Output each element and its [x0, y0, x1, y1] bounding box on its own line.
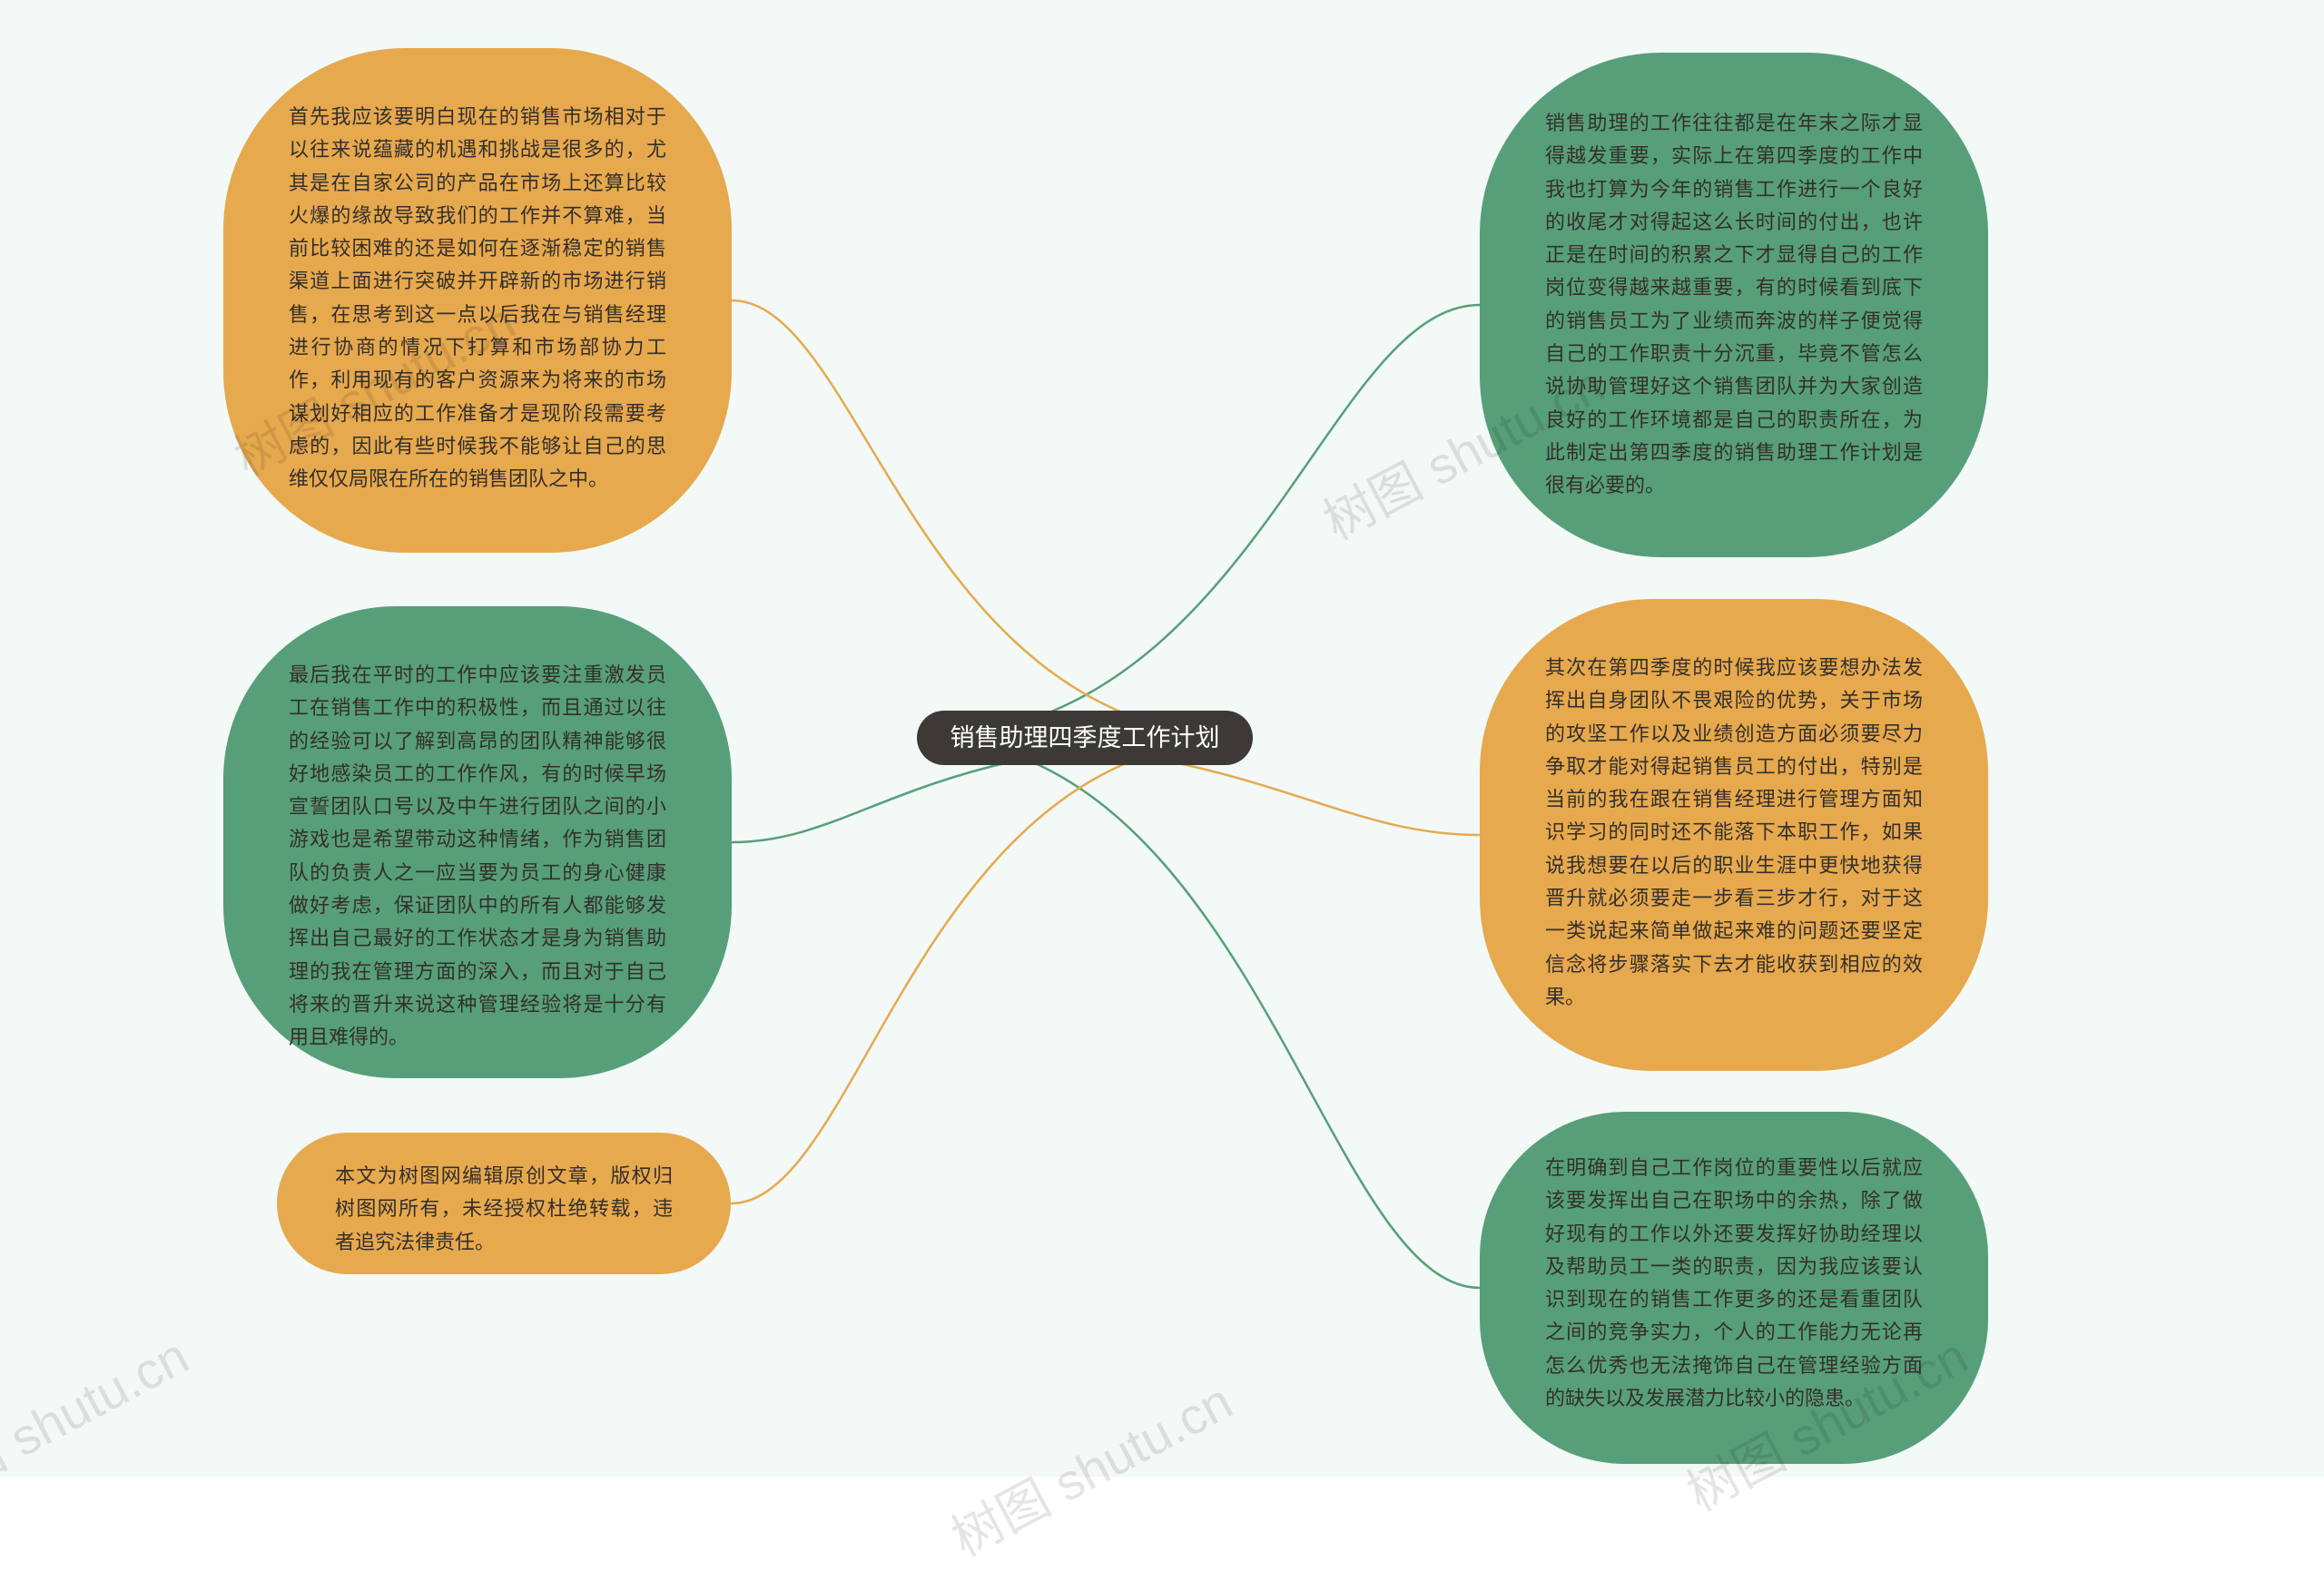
edge — [917, 738, 1480, 1288]
branch-node-right2[interactable]: 其次在第四季度的时候我应该要想办法发挥出自身团队不畏艰险的优势，关于市场的攻坚工… — [1480, 599, 1988, 1071]
branch-node-left3[interactable]: 本文为树图网编辑原创文章，版权归树图网所有，未经授权杜绝转载，违者追究法律责任。 — [277, 1133, 731, 1274]
edge — [732, 300, 1253, 738]
branch-node-right3[interactable]: 在明确到自己工作岗位的重要性以后就应该要发挥出自己在职场中的余热，除了做好现有的… — [1480, 1112, 1988, 1464]
watermark: 树图 shutu.cn — [0, 1316, 200, 1526]
edge — [917, 305, 1480, 738]
branch-node-right1[interactable]: 销售助理的工作往往都是在年末之际才显得越发重要，实际上在第四季度的工作中我也打算… — [1480, 53, 1988, 557]
branch-node-left1[interactable]: 首先我应该要明白现在的销售市场相对于以往来说蕴藏的机遇和挑战是很多的，尤其是在自… — [223, 48, 732, 553]
edge — [731, 738, 1253, 1203]
mindmap-canvas: 销售助理四季度工作计划 销售助理的工作往往都是在年末之际才显得越发重要，实际上在第… — [0, 0, 2324, 1477]
branch-node-left2[interactable]: 最后我在平时的工作中应该要注重激发员工在销售工作中的积极性，而且通过以往的经验可… — [223, 606, 732, 1078]
watermark: 树图 shutu.cn — [937, 1361, 1244, 1571]
center-node[interactable]: 销售助理四季度工作计划 — [917, 711, 1253, 765]
